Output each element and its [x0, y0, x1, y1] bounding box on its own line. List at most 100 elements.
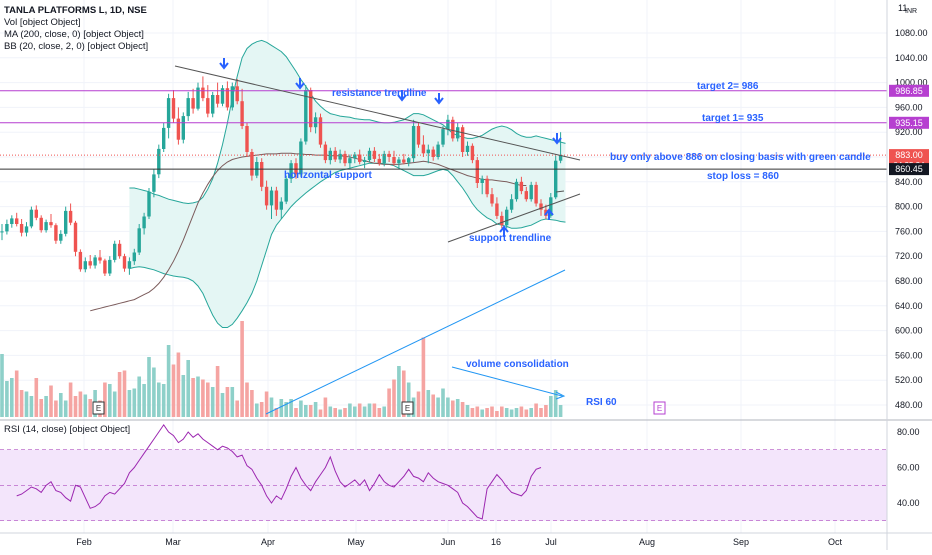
candle [416, 122, 421, 148]
volume-bar [323, 397, 328, 417]
time-tick-label: Aug [639, 537, 655, 547]
volume-bar [343, 408, 347, 417]
volume-bar [387, 388, 391, 417]
time-axis[interactable]: Feb Mar Apr May Jun 16 Jul Aug Sep Oct [76, 537, 842, 547]
earnings-marker-1[interactable]: E [92, 401, 105, 415]
candle-body [514, 181, 519, 200]
candle-body [456, 127, 460, 139]
target2-badge-text: 986.85 [895, 86, 923, 96]
volume-bar [201, 379, 205, 417]
volume-bar [377, 408, 382, 417]
candle [441, 126, 445, 148]
candle [230, 82, 234, 111]
candle-body [407, 158, 411, 163]
candle-body [0, 231, 4, 233]
volume-bar [304, 405, 308, 417]
bollinger-upper-line [129, 39, 566, 205]
candle-body [5, 224, 9, 232]
rsi-axis[interactable]: 40.00 60.00 80.00 [897, 427, 920, 508]
time-tick-label: Mar [165, 537, 181, 547]
volume-bar [313, 402, 318, 417]
candle-body [382, 153, 386, 164]
volume-bar [357, 403, 362, 417]
candle [470, 143, 475, 164]
candle [558, 132, 563, 164]
volume-bar [161, 384, 166, 417]
candle-body [411, 126, 416, 159]
volume-bar [284, 402, 288, 417]
candle-body [64, 210, 68, 234]
candle-body [524, 191, 528, 200]
annotation-buy: buy only above 886 on closing basis with… [610, 152, 871, 163]
volume-consolidation-arrow [451, 366, 563, 397]
candle [338, 149, 342, 164]
volume-trendline[interactable] [265, 269, 566, 415]
earnings-marker-3[interactable]: E [653, 401, 666, 415]
candle-body [495, 203, 499, 216]
candle [0, 224, 4, 241]
volume-bar [19, 390, 24, 417]
candle [539, 199, 543, 216]
candle-body [323, 144, 328, 161]
candle [171, 90, 176, 123]
rsi-tick-label: 60.00 [897, 463, 920, 473]
volume-bar [191, 378, 195, 417]
volume-bar [470, 408, 475, 417]
volume-bar [112, 391, 117, 417]
volume-legend[interactable]: Vol [object Object] [4, 17, 81, 28]
volume-bar [186, 360, 190, 417]
candle [304, 85, 308, 145]
candle [279, 197, 283, 219]
volume-bar [549, 396, 553, 417]
volume-bar [416, 391, 421, 417]
candle-body [103, 260, 107, 274]
volume-bar [328, 406, 333, 417]
volume-bar [382, 406, 386, 417]
candle [152, 169, 156, 198]
candle [377, 153, 381, 166]
candle-body [519, 181, 524, 192]
volume-bar [39, 399, 43, 417]
candle [480, 175, 484, 195]
candle-body [73, 222, 78, 252]
candle-body [358, 154, 362, 162]
time-tick-label: Apr [261, 537, 275, 547]
volume-bar [348, 403, 352, 417]
candle [196, 82, 200, 111]
candle-body [39, 217, 43, 231]
volume-bar [451, 400, 455, 417]
candle-body [451, 119, 455, 139]
volume-consolidation-arrowhead [555, 391, 566, 400]
volume-bar [500, 406, 504, 417]
candle-body [460, 127, 465, 152]
ma-legend[interactable]: MA (200, close, 0) [object Object] [4, 29, 144, 40]
volume-bar [127, 390, 132, 417]
volume-bars [0, 321, 563, 417]
volume-bar [132, 388, 137, 417]
volume-bar [215, 366, 220, 417]
candle-body [549, 197, 553, 216]
candle [235, 78, 239, 105]
bb-legend[interactable]: BB (20, close, 2, 0) [object Object] [4, 41, 148, 52]
volume-bar [490, 406, 494, 417]
rsi-line [16, 424, 542, 520]
volume-bar [534, 403, 538, 417]
candle-body [166, 98, 171, 128]
volume-bar [519, 406, 524, 417]
candle [402, 153, 406, 165]
candle-body [554, 160, 558, 198]
support-trendline[interactable] [447, 193, 581, 243]
rsi-legend[interactable]: RSI (14, close) [object Object] [4, 424, 130, 435]
resistance-trendline[interactable] [174, 65, 581, 161]
candle [451, 116, 455, 142]
candle [191, 88, 195, 114]
earnings-marker-2[interactable]: E [401, 401, 414, 415]
candle-body [431, 149, 435, 157]
candle [475, 157, 479, 188]
volume-bar [406, 382, 411, 417]
volume-bar [83, 394, 88, 417]
candle [362, 157, 367, 169]
candle-body [191, 98, 195, 109]
candle [68, 203, 73, 226]
